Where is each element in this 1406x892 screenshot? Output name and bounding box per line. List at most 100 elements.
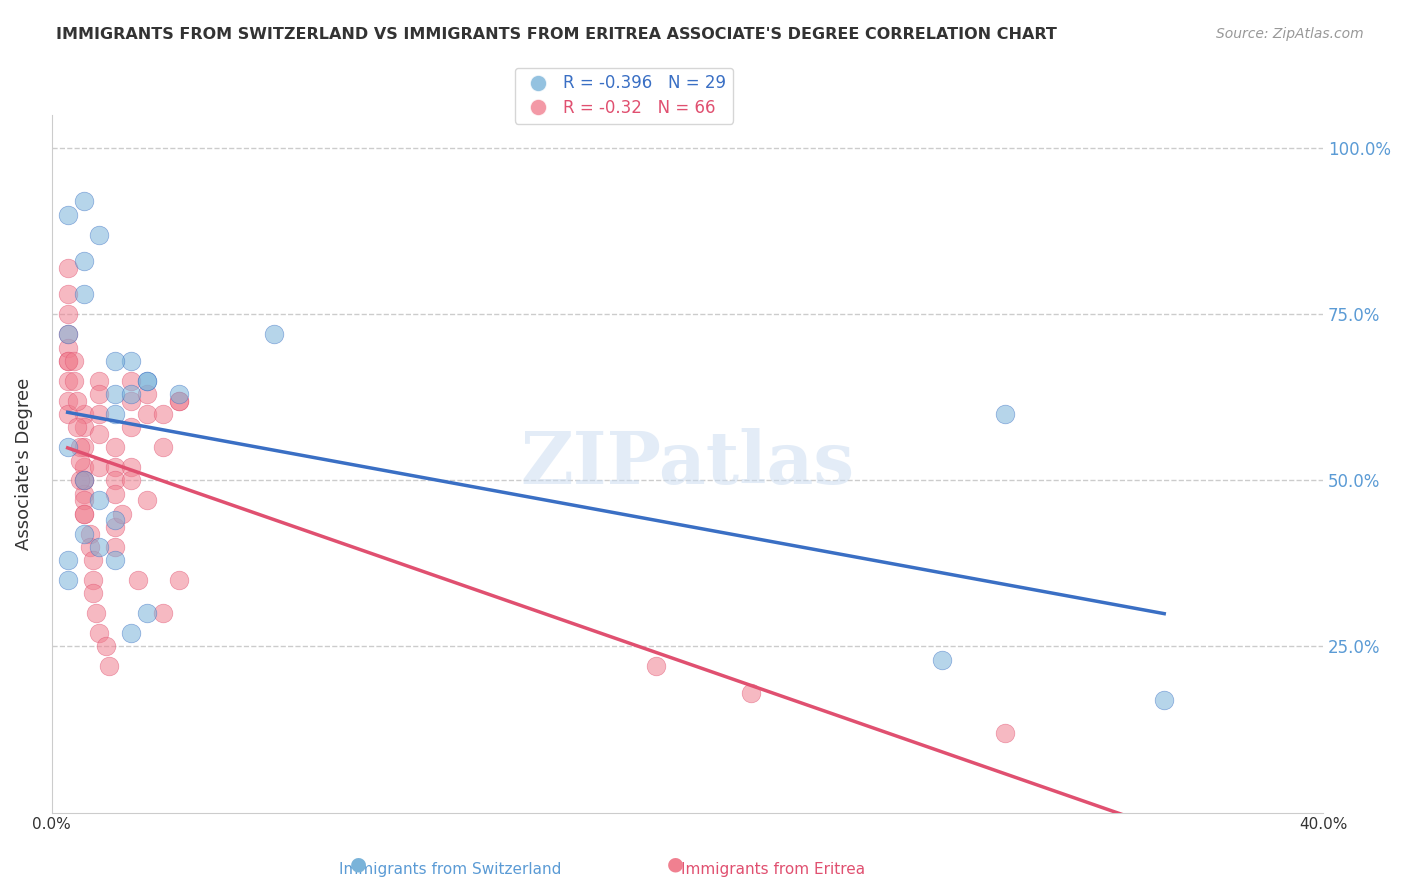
Point bbox=[167, 393, 190, 408]
Point bbox=[104, 553, 127, 567]
Legend: R = -0.396   N = 29, R = -0.32   N = 66: R = -0.396 N = 29, R = -0.32 N = 66 bbox=[515, 68, 733, 124]
Point bbox=[89, 407, 111, 421]
Point bbox=[136, 387, 159, 401]
Point bbox=[931, 653, 953, 667]
Point bbox=[56, 327, 79, 342]
Point bbox=[136, 374, 159, 388]
Point bbox=[104, 520, 127, 534]
Point bbox=[89, 374, 111, 388]
Point bbox=[104, 440, 127, 454]
Point bbox=[56, 307, 79, 321]
Point bbox=[104, 460, 127, 475]
Point bbox=[72, 254, 94, 268]
Point bbox=[69, 453, 91, 467]
Point bbox=[72, 407, 94, 421]
Point bbox=[72, 420, 94, 434]
Point bbox=[120, 393, 142, 408]
Point bbox=[56, 553, 79, 567]
Point bbox=[167, 393, 190, 408]
Point bbox=[72, 474, 94, 488]
Point bbox=[89, 626, 111, 640]
Point bbox=[994, 726, 1017, 740]
Point bbox=[82, 553, 104, 567]
Text: Immigrants from Switzerland: Immigrants from Switzerland bbox=[339, 863, 561, 877]
Point bbox=[56, 341, 79, 355]
Point bbox=[644, 659, 666, 673]
Point bbox=[56, 354, 79, 368]
Point bbox=[136, 407, 159, 421]
Point bbox=[994, 407, 1017, 421]
Y-axis label: Associate's Degree: Associate's Degree bbox=[15, 377, 32, 550]
Point bbox=[97, 659, 120, 673]
Point bbox=[66, 420, 89, 434]
Point bbox=[72, 526, 94, 541]
Text: ZIPatlas: ZIPatlas bbox=[520, 428, 855, 500]
Point bbox=[263, 327, 285, 342]
Point bbox=[56, 260, 79, 275]
Point bbox=[63, 354, 86, 368]
Point bbox=[89, 540, 111, 554]
Point bbox=[120, 626, 142, 640]
Point bbox=[89, 493, 111, 508]
Point bbox=[79, 540, 101, 554]
Point bbox=[89, 460, 111, 475]
Point bbox=[56, 407, 79, 421]
Point bbox=[120, 474, 142, 488]
Point bbox=[56, 440, 79, 454]
Point bbox=[136, 607, 159, 621]
Point bbox=[66, 393, 89, 408]
Point bbox=[56, 393, 79, 408]
Point bbox=[63, 374, 86, 388]
Point bbox=[120, 387, 142, 401]
Point bbox=[79, 526, 101, 541]
Point bbox=[127, 573, 149, 587]
Point bbox=[104, 407, 127, 421]
Point bbox=[152, 440, 174, 454]
Point bbox=[104, 354, 127, 368]
Point bbox=[72, 487, 94, 501]
Point bbox=[104, 540, 127, 554]
Point bbox=[120, 460, 142, 475]
Point bbox=[72, 194, 94, 209]
Point bbox=[56, 354, 79, 368]
Text: IMMIGRANTS FROM SWITZERLAND VS IMMIGRANTS FROM ERITREA ASSOCIATE'S DEGREE CORREL: IMMIGRANTS FROM SWITZERLAND VS IMMIGRANT… bbox=[56, 27, 1057, 42]
Point bbox=[167, 387, 190, 401]
Point bbox=[740, 686, 762, 700]
Point bbox=[136, 493, 159, 508]
Point bbox=[104, 513, 127, 527]
Point bbox=[82, 573, 104, 587]
Text: ●: ● bbox=[350, 855, 367, 873]
Point bbox=[72, 460, 94, 475]
Point bbox=[56, 573, 79, 587]
Point bbox=[167, 573, 190, 587]
Point bbox=[72, 507, 94, 521]
Point bbox=[136, 374, 159, 388]
Point bbox=[120, 420, 142, 434]
Point bbox=[152, 407, 174, 421]
Point bbox=[120, 374, 142, 388]
Point bbox=[152, 607, 174, 621]
Text: ●: ● bbox=[666, 855, 683, 873]
Point bbox=[94, 640, 117, 654]
Point bbox=[69, 440, 91, 454]
Point bbox=[56, 374, 79, 388]
Point bbox=[84, 607, 107, 621]
Point bbox=[56, 287, 79, 301]
Point bbox=[89, 227, 111, 242]
Point bbox=[89, 387, 111, 401]
Point bbox=[56, 327, 79, 342]
Text: Source: ZipAtlas.com: Source: ZipAtlas.com bbox=[1216, 27, 1364, 41]
Point bbox=[56, 208, 79, 222]
Point bbox=[1153, 692, 1175, 706]
Point bbox=[72, 493, 94, 508]
Point bbox=[104, 474, 127, 488]
Point bbox=[72, 474, 94, 488]
Text: Immigrants from Eritrea: Immigrants from Eritrea bbox=[682, 863, 865, 877]
Point bbox=[72, 507, 94, 521]
Point bbox=[120, 354, 142, 368]
Point bbox=[69, 474, 91, 488]
Point bbox=[82, 586, 104, 600]
Point bbox=[72, 474, 94, 488]
Point bbox=[104, 387, 127, 401]
Point bbox=[111, 507, 134, 521]
